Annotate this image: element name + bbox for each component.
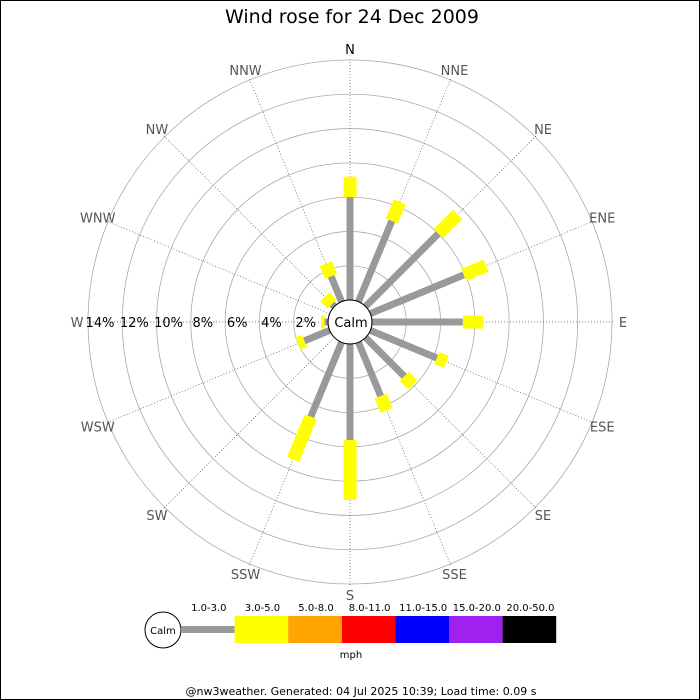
bar-se-bin2 (399, 371, 418, 390)
legend-label-7: 20.0-50.0 (506, 603, 554, 614)
bar-nne-bin1 (355, 219, 396, 304)
legend-swatch-3 (288, 616, 342, 643)
ring-labels: 2% 4% 6% 8% 10% 12% 14% (86, 316, 316, 331)
legend-label-6: 15.0-20.0 (453, 603, 501, 614)
direction-label-ne: NE (534, 123, 552, 138)
bar-sse-bin1 (355, 340, 384, 398)
legend-calm-label: Calm (150, 626, 176, 637)
bar-nne-bin2 (385, 199, 406, 224)
bar-wsw-bin2 (295, 334, 307, 350)
ring-label-2: 4% (261, 316, 282, 331)
ring-label-6: 12% (120, 316, 149, 331)
calm-label: Calm (334, 316, 367, 331)
spoke-nw (162, 134, 335, 307)
chart-title: Wind rose for 24 Dec 2009 (225, 6, 479, 28)
bar-nnw-bin1 (327, 274, 345, 304)
direction-label-se: SE (535, 509, 551, 524)
legend-swatch-2 (234, 616, 289, 643)
bar-nw-bin2 (320, 292, 337, 309)
bar-ese-bin2 (434, 351, 449, 368)
direction-label-sw: SW (146, 509, 167, 524)
direction-labels: N NNE NE ENE E ESE SE SSE S SSW SW WSW W WNW NW NNW (71, 43, 628, 604)
bar-ne-bin1 (363, 231, 441, 309)
direction-label-nne: NNE (441, 64, 469, 79)
legend-swatch-4 (341, 616, 396, 643)
bar-se-bin1 (363, 335, 407, 379)
bar-ne-bin2 (433, 209, 463, 239)
legend-unit: mph (340, 650, 362, 661)
bar-ene-bin2 (461, 259, 489, 281)
bar-ssw-bin2 (287, 414, 317, 463)
direction-label-ene: ENE (589, 212, 615, 227)
bar-wsw-bin1 (302, 327, 332, 345)
legend-swatch-5 (395, 616, 449, 643)
legend-swatch-6 (449, 616, 503, 643)
legend: Calm 1.0-3.0 3.0-5.0 5.0-8.0 8.0-11.0 11.0-15… (144, 603, 557, 661)
direction-label-s: S (346, 589, 354, 604)
direction-label-e: E (619, 316, 627, 331)
direction-label-w: W (71, 316, 84, 331)
direction-label-nw: NW (146, 123, 169, 138)
bar-ssw-bin1 (307, 340, 345, 419)
ring-label-7: 14% (86, 316, 115, 331)
legend-label-5: 11.0-15.0 (399, 603, 447, 614)
legend-label-4: 8.0-11.0 (349, 603, 391, 614)
bars (287, 176, 489, 500)
ring-label-3: 6% (227, 316, 248, 331)
legend-label-1: 1.0-3.0 (191, 603, 226, 614)
ring-label-1: 2% (295, 316, 316, 331)
ring-label-5: 10% (154, 316, 183, 331)
direction-label-n: N (345, 43, 355, 58)
legend-label-2: 3.0-5.0 (245, 603, 280, 614)
legend-swatch-1 (181, 626, 235, 633)
bar-sse-bin2 (374, 393, 393, 413)
direction-label-nnw: NNW (229, 64, 261, 79)
direction-label-sse: SSE (442, 568, 467, 583)
direction-label-wnw: WNW (80, 212, 116, 227)
ring-label-4: 8% (193, 316, 214, 331)
legend-swatch-7 (502, 616, 557, 643)
direction-label-wsw: WSW (81, 420, 115, 435)
bar-nnw-bin2 (319, 261, 338, 279)
bar-ese-bin1 (368, 327, 439, 362)
direction-label-ssw: SSW (231, 568, 261, 583)
footer-text: @nw3weather. Generated: 04 Jul 2025 10:3… (186, 685, 537, 698)
ring-12 (121, 93, 579, 551)
bar-ene-bin1 (368, 271, 466, 317)
calm-center: Calm (327, 299, 373, 345)
calm-circle (327, 299, 373, 345)
direction-label-ese: ESE (590, 420, 615, 435)
legend-label-3: 5.0-8.0 (298, 603, 333, 614)
bar-nw-bin1 (329, 301, 337, 309)
